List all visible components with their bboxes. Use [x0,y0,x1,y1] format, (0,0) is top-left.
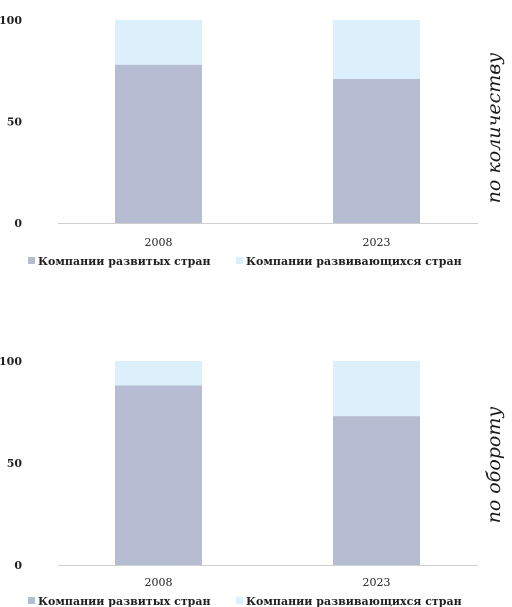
legend-swatch [28,257,35,264]
bar-2023-series-1 [333,78,420,224]
legend-label: Компании развивающихся стран [246,595,462,607]
bar-2008-series-2 [115,361,202,386]
bar-2023-series-2 [333,20,420,79]
y-tick-label: 50 [7,116,23,129]
legend-label: Компании развивающихся стран [246,255,462,268]
legend-label: Компании развитых стран [38,595,211,607]
bar-2023-series-2 [333,361,420,417]
bar-2008-series-1 [115,64,202,223]
legend-label: Компании развитых стран [38,255,211,268]
x-category-label: 2023 [363,576,391,589]
chart-2: 0 50 100 2008 2023 Компании развитых стран Ком… [0,355,505,607]
x-category-label: 2023 [363,236,391,249]
legend-swatch [236,257,243,264]
legend-swatch [28,597,35,604]
legend-swatch [236,597,243,604]
y-tick-label: 100 [0,14,22,27]
chart-1: 0 50 100 2008 2023 Компании развитых стран Ком… [0,14,505,268]
bar-2008-series-1 [115,385,202,565]
side-label: по обороту [483,407,505,524]
bar-2008-series-2 [115,20,202,65]
y-tick-label: 0 [14,559,22,572]
y-tick-label: 100 [0,355,22,368]
y-tick-label: 0 [14,217,22,230]
x-category-label: 2008 [145,236,173,249]
x-category-label: 2008 [145,576,173,589]
bar-2023-series-1 [333,416,420,565]
side-label: по количеству [483,53,505,204]
y-tick-label: 50 [7,457,23,470]
